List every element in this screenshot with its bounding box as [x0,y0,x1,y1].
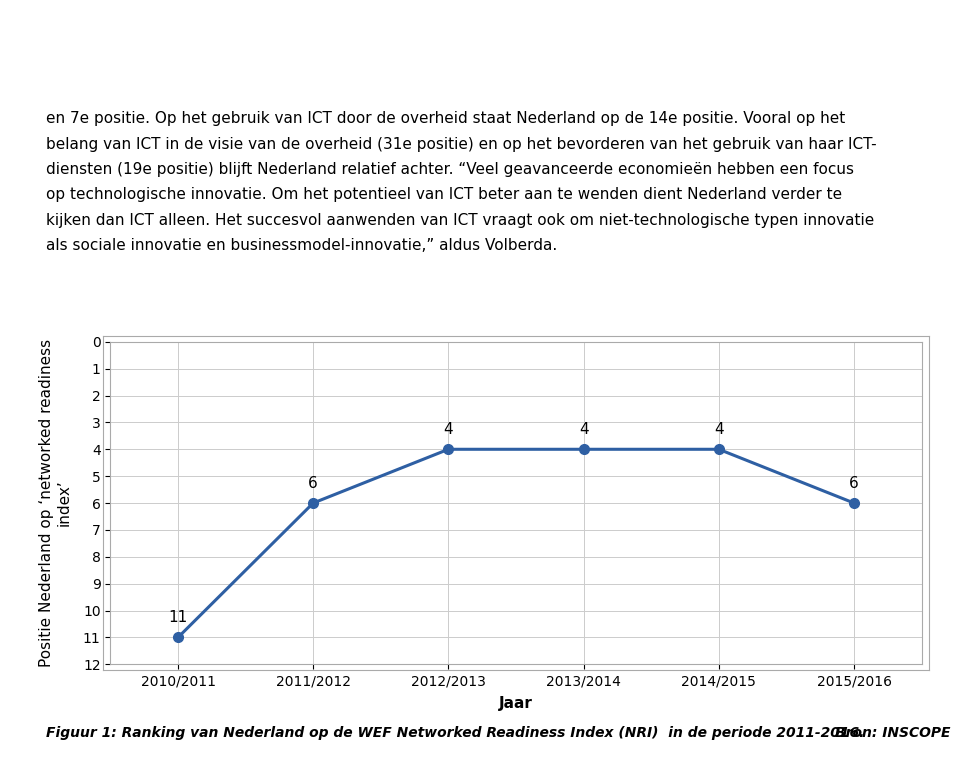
Text: 6: 6 [308,476,318,491]
Text: belang van ICT in de visie van de overheid (31e positie) en op het bevorderen va: belang van ICT in de visie van de overhe… [46,137,876,152]
Text: 4: 4 [444,422,453,437]
Text: en 7e positie. Op het gebruik van ICT door de overheid staat Nederland op de 14e: en 7e positie. Op het gebruik van ICT do… [46,111,846,127]
Text: kijken dan ICT alleen. Het succesvol aanwenden van ICT vraagt ook om niet-techno: kijken dan ICT alleen. Het succesvol aan… [46,213,875,228]
Text: 6: 6 [850,476,859,491]
Y-axis label: Positie Nederland op ‘networked readiness
index’: Positie Nederland op ‘networked readines… [39,339,72,667]
Text: op technologische innovatie. Om het potentieel van ICT beter aan te wenden dient: op technologische innovatie. Om het pote… [46,187,842,203]
X-axis label: Jaar: Jaar [499,697,533,711]
Text: 4: 4 [579,422,588,437]
Text: diensten (19e positie) blijft Nederland relatief achter. “Veel geavanceerde econ: diensten (19e positie) blijft Nederland … [46,162,854,177]
Text: WEF GLOBAL INFORMATION TECHNOLOGY ONDERZOEKSRAPPORT: WEF GLOBAL INFORMATION TECHNOLOGY ONDERZ… [36,22,906,46]
Text: Bron: INSCOPE: Bron: INSCOPE [835,726,950,740]
Text: 11: 11 [168,611,187,625]
Text: als sociale innovatie en businessmodel-innovatie,” aldus Volberda.: als sociale innovatie en businessmodel-i… [46,238,558,253]
Text: 4: 4 [714,422,724,437]
Text: Figuur 1: Ranking van Nederland op de WEF Networked Readiness Index (NRI)  in de: Figuur 1: Ranking van Nederland op de WE… [46,726,864,740]
